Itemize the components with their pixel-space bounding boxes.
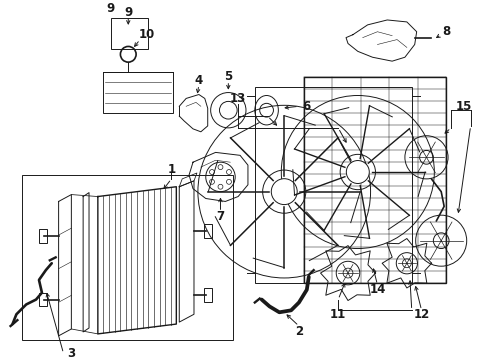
Text: 1: 1 (168, 163, 175, 176)
Circle shape (346, 161, 369, 184)
Text: 7: 7 (217, 210, 224, 222)
Text: 6: 6 (303, 100, 311, 113)
Circle shape (271, 179, 297, 204)
Bar (111, 18, 148, 49)
Text: 8: 8 (442, 25, 450, 38)
Bar (39, 229, 47, 243)
Text: 9: 9 (124, 6, 132, 19)
Bar (103, 72, 173, 113)
Bar (39, 293, 47, 306)
Text: 11: 11 (330, 308, 346, 321)
Bar (304, 77, 446, 283)
Text: 15: 15 (456, 100, 472, 113)
Text: 10: 10 (139, 28, 155, 41)
Bar (23, 175, 233, 340)
Text: 2: 2 (295, 325, 303, 338)
Bar (204, 288, 212, 302)
Text: 13: 13 (230, 92, 246, 105)
Bar (204, 224, 212, 238)
Text: 14: 14 (369, 283, 386, 296)
Text: 4: 4 (195, 74, 203, 87)
Text: 5: 5 (224, 70, 232, 84)
Text: 12: 12 (414, 308, 430, 321)
Text: 9: 9 (106, 2, 115, 15)
Bar (255, 87, 412, 283)
Text: 3: 3 (67, 347, 75, 360)
